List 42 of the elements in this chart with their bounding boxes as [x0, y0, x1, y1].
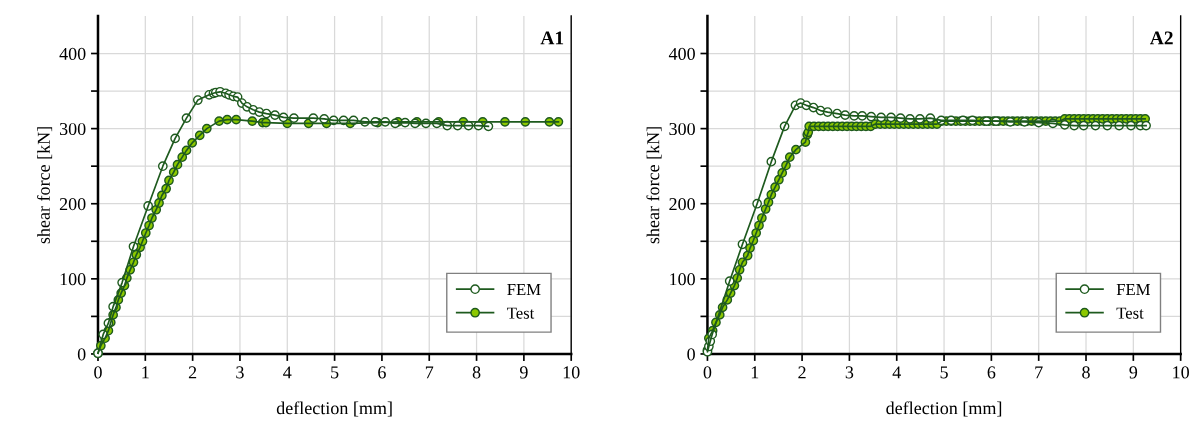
x-tick-label: 4	[892, 366, 901, 379]
x-tick-label: 2	[188, 366, 197, 379]
y-tick-label: 300	[669, 122, 695, 136]
x-tick-label: 8	[472, 366, 481, 379]
y-tick-label: 200	[59, 197, 86, 211]
x-tick-label: 1	[142, 366, 149, 379]
y-tick-label: 0	[687, 348, 695, 361]
x-tick-label: 9	[519, 366, 528, 379]
x-tick-label: 0	[703, 366, 712, 379]
x-tick-label: 10	[563, 366, 580, 379]
x-tick-label: 2	[798, 366, 806, 379]
y-tick-label: 300	[59, 122, 86, 136]
x-axis-title: deflection [mm]	[276, 401, 392, 417]
x-tick-label: 0	[94, 366, 102, 379]
x-tick-label: 5	[331, 366, 339, 379]
y-tick-label: 100	[60, 273, 86, 286]
x-tick-label: 4	[283, 366, 292, 379]
y-tick-label: 400	[59, 47, 86, 60]
y-tick-label: 0	[77, 348, 86, 361]
y-tick-label: 400	[668, 47, 695, 60]
x-tick-label: 3	[845, 366, 854, 379]
x-tick-label: 10	[1173, 366, 1189, 379]
x-tick-label: 6	[378, 366, 386, 379]
y-tick-label: 100	[670, 273, 695, 286]
y-tick-label: 200	[669, 197, 695, 211]
x-tick-label: 1	[751, 366, 759, 379]
y-axis-title: shear force [kN]	[36, 127, 53, 244]
x-tick-label: 7	[1035, 366, 1043, 379]
y-axis-title: shear force [kN]	[646, 127, 662, 244]
x-tick-label: 5	[940, 366, 948, 379]
x-tick-label: 9	[1129, 366, 1138, 379]
x-tick-label: 3	[236, 366, 244, 379]
x-tick-label: 8	[1082, 366, 1090, 379]
legend-label: FEM	[507, 284, 541, 295]
legend-label: FEM	[1116, 284, 1151, 295]
legend-label: Test	[507, 307, 535, 319]
legend-label: Test	[1116, 307, 1144, 319]
x-axis-title: deflection [mm]	[886, 401, 1002, 417]
x-tick-label: 7	[425, 366, 434, 379]
text: A2	[1149, 31, 1173, 45]
text: A1	[540, 31, 564, 45]
x-tick-label: 6	[987, 366, 996, 379]
